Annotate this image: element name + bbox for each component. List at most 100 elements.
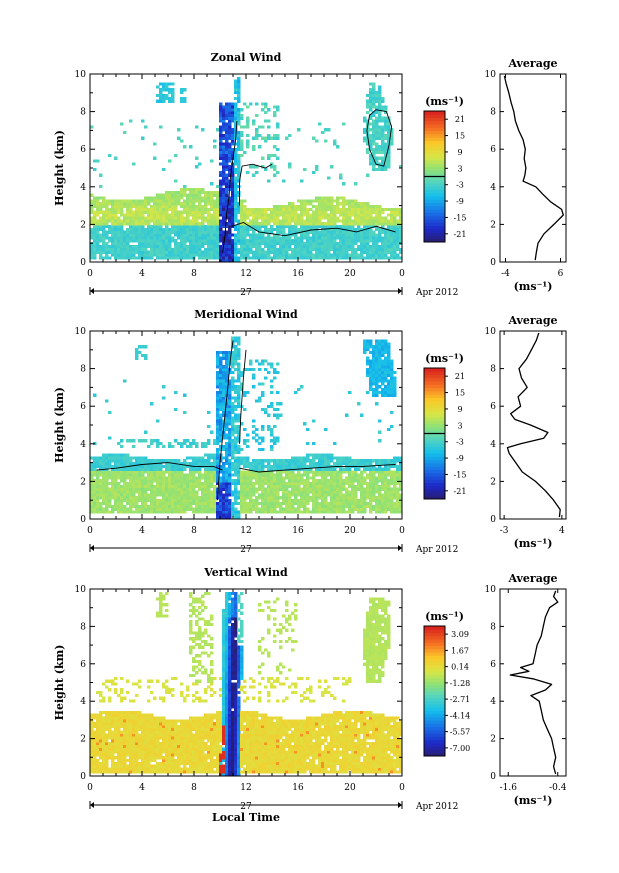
heatmap-cell xyxy=(222,382,226,386)
heatmap-cell xyxy=(333,484,337,488)
heatmap-cell xyxy=(306,242,310,246)
heatmap-cell xyxy=(351,256,355,260)
heatmap-cell xyxy=(231,202,235,206)
heatmap-cell xyxy=(159,205,163,209)
heatmap-cell xyxy=(258,459,262,463)
heatmap-cell xyxy=(360,250,364,254)
heatmap-cell xyxy=(384,168,388,172)
heatmap-cell xyxy=(90,253,94,257)
heatmap-cell xyxy=(288,493,292,497)
heatmap-cell xyxy=(132,470,136,474)
heatmap-cell xyxy=(297,493,301,497)
heatmap-cell xyxy=(144,345,148,349)
heatmap-cell xyxy=(381,247,385,251)
heatmap-cell xyxy=(315,473,319,477)
heatmap-cell xyxy=(363,216,367,220)
heatmap-cell xyxy=(321,487,325,491)
heatmap-cell xyxy=(285,490,289,494)
heatmap-cell xyxy=(207,425,211,429)
heatmap-cell xyxy=(168,91,172,95)
heatmap-cell xyxy=(255,490,259,494)
heatmap-cell xyxy=(303,487,307,491)
heatmap-cell xyxy=(222,105,226,109)
heatmap-cell xyxy=(345,253,349,257)
heatmap-cell xyxy=(312,419,316,423)
heatmap-cell xyxy=(261,219,265,223)
heatmap-cell xyxy=(174,210,178,214)
colorbar-segment xyxy=(424,114,445,118)
heatmap-cell xyxy=(264,504,268,508)
heatmap-cell xyxy=(288,504,292,508)
heatmap-cell xyxy=(108,496,112,500)
heatmap-cell xyxy=(306,510,310,514)
heatmap-cell xyxy=(273,105,277,109)
heatmap-cell xyxy=(201,199,205,203)
heatmap-cell xyxy=(237,168,241,172)
heatmap-cell xyxy=(291,202,295,206)
heatmap-cell xyxy=(108,487,112,491)
heatmap-cell xyxy=(309,199,313,203)
heatmap-cell xyxy=(330,507,334,511)
heatmap-cell xyxy=(228,122,232,126)
heatmap-cell xyxy=(99,244,103,249)
heatmap-cell xyxy=(333,476,337,480)
heatmap-cell xyxy=(237,230,241,234)
heatmap-cell xyxy=(96,464,100,469)
heatmap-cell xyxy=(249,493,253,497)
heatmap-cell xyxy=(270,496,274,500)
heatmap-cell xyxy=(159,202,163,206)
heatmap-cell xyxy=(237,342,241,346)
heatmap-cell xyxy=(231,233,235,237)
heatmap-cell xyxy=(339,247,343,251)
heatmap-cell xyxy=(291,247,295,251)
heatmap-cell xyxy=(387,136,391,140)
heatmap-cell xyxy=(216,507,220,511)
panel-title-zonal: Zonal Wind xyxy=(211,51,282,64)
heatmap-cell xyxy=(186,501,190,506)
heatmap-cell xyxy=(102,453,106,457)
heatmap-cell xyxy=(228,422,232,426)
heatmap-cell xyxy=(264,473,268,477)
heatmap-cell xyxy=(126,199,130,203)
heatmap-cell xyxy=(204,499,208,503)
heatmap-cell xyxy=(255,256,259,260)
heatmap-cell xyxy=(315,210,319,214)
heatmap-cell xyxy=(102,499,106,503)
heatmap-cell xyxy=(207,499,211,503)
heatmap-cell xyxy=(171,82,175,86)
heatmap-cell xyxy=(234,396,238,400)
heatmap-cell xyxy=(315,207,319,212)
heatmap-cell xyxy=(231,407,235,412)
heatmap-cell xyxy=(168,88,172,92)
heatmap-cell xyxy=(213,213,217,217)
heatmap-cell xyxy=(126,462,130,466)
heatmap-cell xyxy=(93,159,97,163)
heatmap-cell xyxy=(357,510,361,514)
heatmap-cell xyxy=(222,213,226,217)
heatmap-cell xyxy=(288,242,292,246)
heatmap-cell xyxy=(327,176,331,180)
heatmap-cell xyxy=(330,496,334,500)
heatmap-cell xyxy=(210,253,214,257)
heatmap-cell xyxy=(372,150,376,155)
heatmap-cell xyxy=(141,484,145,488)
colorbar-tick-label: -3 xyxy=(456,181,464,190)
heatmap-cell xyxy=(186,456,190,460)
heatmap-cell xyxy=(354,230,358,234)
heatmap-cell xyxy=(162,205,166,209)
heatmap-cell xyxy=(294,256,298,260)
heatmap-cell xyxy=(303,473,307,477)
heatmap-cell xyxy=(339,176,343,180)
heatmap-cell xyxy=(360,230,364,234)
heatmap-cell xyxy=(333,470,337,474)
heatmap-cell xyxy=(309,487,313,491)
heatmap-cell xyxy=(228,442,232,446)
heatmap-cell xyxy=(111,473,115,477)
heatmap-cell xyxy=(372,91,376,95)
heatmap-cell xyxy=(231,179,235,183)
heatmap-cell xyxy=(375,247,379,251)
heatmap-cell xyxy=(390,136,394,140)
heatmap-cell xyxy=(219,496,223,500)
heatmap-cell xyxy=(324,470,328,474)
heatmap-cell xyxy=(219,433,223,437)
